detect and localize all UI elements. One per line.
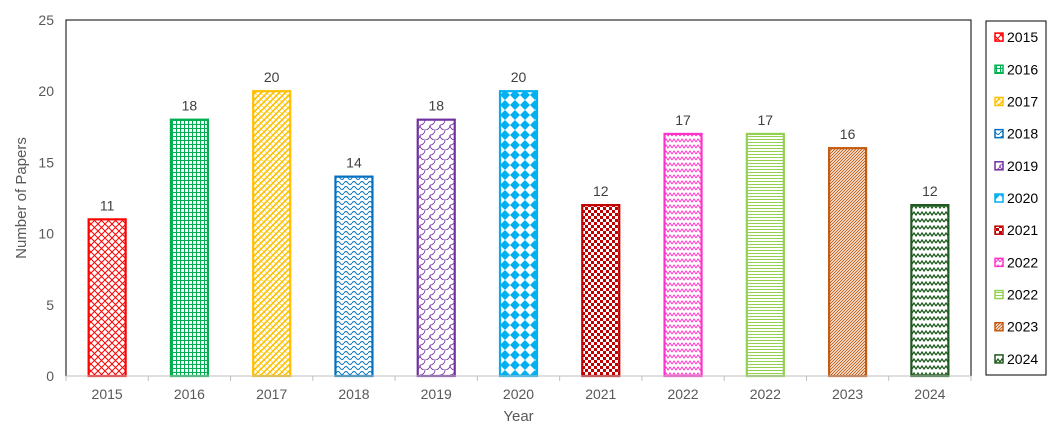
legend-entry: 2022 xyxy=(1007,254,1038,270)
y-tick-label: 5 xyxy=(46,297,54,313)
bar-2016 xyxy=(169,118,210,378)
legend-swatch xyxy=(994,257,1004,268)
x-tick-label: 2022 xyxy=(750,386,781,402)
data-label: 18 xyxy=(182,98,198,114)
x-tick-label: 2022 xyxy=(667,386,698,402)
legend-entry: 2024 xyxy=(1007,351,1038,367)
legend-entry: 2022 xyxy=(1007,287,1038,303)
x-tick-label: 2023 xyxy=(832,386,863,402)
legend-swatch xyxy=(994,128,1004,139)
legend-swatch xyxy=(994,193,1004,203)
legend-entry: 2019 xyxy=(1007,158,1038,174)
x-tick-label: 2019 xyxy=(421,386,452,402)
legend-entry: 2017 xyxy=(1007,93,1038,109)
bar-2020 xyxy=(498,90,539,378)
x-tick-label: 2018 xyxy=(338,386,369,402)
y-tick-label: 10 xyxy=(38,226,54,242)
bar-2024 xyxy=(910,204,950,378)
y-tick-label: 0 xyxy=(46,368,54,384)
x-tick-label: 2016 xyxy=(174,386,205,402)
legend-entry: 2018 xyxy=(1007,126,1038,142)
data-label: 20 xyxy=(264,69,280,85)
data-label: 12 xyxy=(593,183,609,199)
data-label: 20 xyxy=(511,69,527,85)
bar-2015 xyxy=(87,218,127,378)
x-axis-title: Year xyxy=(503,408,533,425)
bar-2021 xyxy=(581,204,621,378)
y-tick-label: 15 xyxy=(38,154,54,170)
legend-swatch xyxy=(994,96,1004,107)
data-labels-group: 11 18 20 14 18 20 12 17 17 16 12 xyxy=(100,69,938,213)
bars-group xyxy=(87,90,950,378)
x-tick-label: 2020 xyxy=(503,386,534,402)
x-tick-label: 2021 xyxy=(585,386,616,402)
bar-2022 xyxy=(745,132,785,378)
legend-swatch xyxy=(994,354,1004,364)
legend-swatch xyxy=(994,161,1004,171)
y-tick-label: 25 xyxy=(38,12,54,28)
data-label: 11 xyxy=(100,197,115,213)
x-tick-label: 2015 xyxy=(92,386,123,402)
bar-2019 xyxy=(416,118,456,378)
x-tick-label: 2024 xyxy=(914,386,945,402)
y-tick-label: 20 xyxy=(38,83,54,99)
legend-entry: 2020 xyxy=(1007,190,1038,206)
bar-2017 xyxy=(252,90,292,378)
legend-entry: 2016 xyxy=(1007,61,1038,77)
legend-swatch xyxy=(994,321,1004,332)
data-label: 12 xyxy=(922,183,938,199)
legend-swatch xyxy=(994,225,1004,235)
legend-swatch xyxy=(994,32,1004,42)
bar-2022 xyxy=(663,132,703,378)
bar-2018 xyxy=(334,175,374,378)
data-label: 14 xyxy=(346,155,362,171)
legend-swatch xyxy=(994,64,1004,75)
legend: 2015 2016 2017 2018 2019 2020 2021 2022 2022 2023… xyxy=(985,20,1047,376)
data-label: 16 xyxy=(840,126,856,142)
data-label: 17 xyxy=(675,112,691,128)
data-label: 17 xyxy=(758,112,774,128)
data-label: 18 xyxy=(428,98,444,114)
bar-2023 xyxy=(827,147,868,378)
legend-entry: 2015 xyxy=(1007,29,1038,45)
legend-swatch xyxy=(994,289,1004,300)
y-axis-title: Number of Papers xyxy=(13,137,30,259)
x-tick-label: 2017 xyxy=(256,386,287,402)
legend-entry: 2023 xyxy=(1007,319,1038,335)
legend-entry: 2021 xyxy=(1007,222,1038,238)
